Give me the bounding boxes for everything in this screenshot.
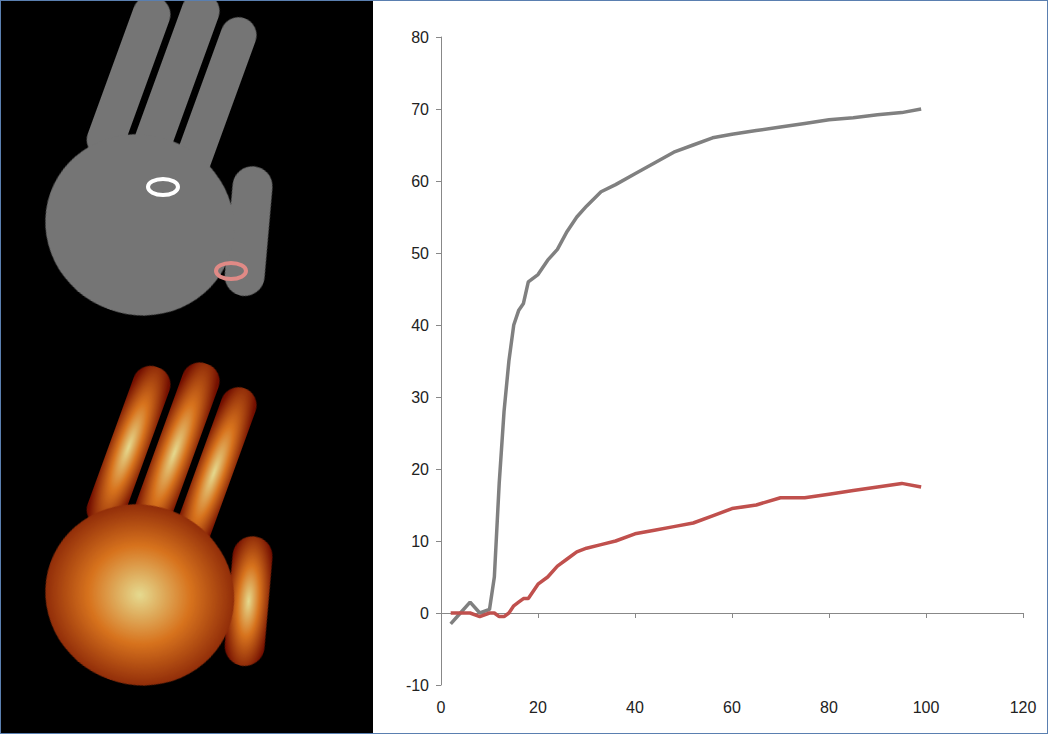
svg-text:70: 70 xyxy=(411,101,429,118)
svg-text:0: 0 xyxy=(437,699,446,716)
svg-text:100: 100 xyxy=(913,699,940,716)
svg-text:20: 20 xyxy=(411,461,429,478)
svg-text:20: 20 xyxy=(529,699,547,716)
svg-text:80: 80 xyxy=(411,29,429,46)
svg-text:0: 0 xyxy=(420,605,429,622)
svg-text:60: 60 xyxy=(723,699,741,716)
svg-text:10: 10 xyxy=(411,533,429,550)
svg-text:120: 120 xyxy=(1010,699,1037,716)
svg-text:-10: -10 xyxy=(406,677,429,694)
svg-text:60: 60 xyxy=(411,173,429,190)
svg-text:50: 50 xyxy=(411,245,429,262)
svg-text:80: 80 xyxy=(820,699,838,716)
svg-text:40: 40 xyxy=(626,699,644,716)
svg-text:30: 30 xyxy=(411,389,429,406)
svg-text:40: 40 xyxy=(411,317,429,334)
